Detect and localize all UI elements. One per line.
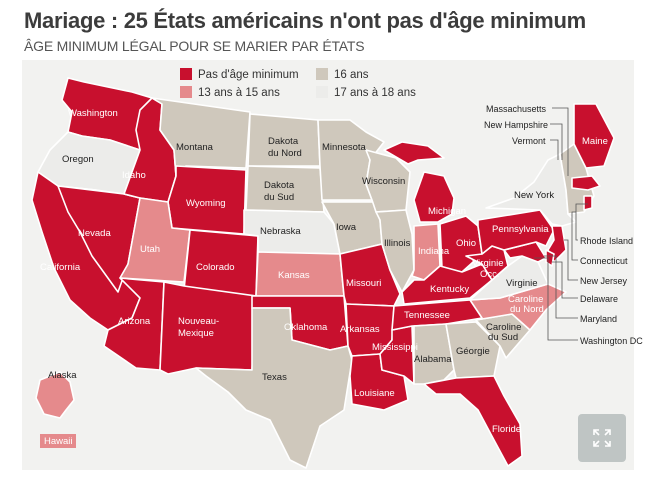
callout-line-connecticut <box>571 211 578 261</box>
legend-label-13-15: 13 ans à 15 ans <box>198 87 280 99</box>
expand-icon <box>593 429 611 447</box>
label-montana: Montana <box>176 142 214 153</box>
callout-rhode-island: Rhode Island <box>580 236 633 246</box>
state-mississippi <box>379 325 415 385</box>
label-washington: Washington <box>68 108 118 119</box>
label-nebraska: Nebraska <box>260 226 301 237</box>
label-illinois: Illinois <box>384 238 411 249</box>
label-dakota-sud-1: Dakota <box>264 180 295 191</box>
label-tennessee: Tennessee <box>404 310 450 321</box>
state-pennsylvania <box>477 209 555 255</box>
callout-line-new-jersey <box>564 239 578 281</box>
label-oregon: Oregon <box>62 154 94 165</box>
label-virginia: Virginie <box>506 278 538 289</box>
label-caroline-nord-2: du Nord <box>510 304 544 315</box>
callout-massachusetts: Massachusetts <box>486 104 547 114</box>
state-rhode-island <box>583 195 593 211</box>
legend-swatch-none <box>180 68 192 80</box>
callout-line-delaware <box>552 261 578 299</box>
callout-new-hampshire: New Hampshire <box>484 120 548 130</box>
state-michigan <box>413 171 455 223</box>
label-new-york: New York <box>514 190 554 201</box>
callout-washington-dc: Washington DC <box>580 336 643 346</box>
label-louisiane: Louisiane <box>354 388 395 399</box>
label-texas: Texas <box>262 372 287 383</box>
state-labels: Washington Oregon California Nevada Idah… <box>40 108 608 447</box>
state-michigan-up <box>383 141 445 165</box>
label-virginie-occ-2: Occ. <box>480 269 500 280</box>
label-georgie: Géorgie <box>456 346 490 357</box>
callout-delaware: Delaware <box>580 294 618 304</box>
label-wisconsin: Wisconsin <box>362 176 405 187</box>
callout-line-washington-dc <box>534 257 578 341</box>
legend-label-none: Pas d'âge minimum <box>198 69 299 81</box>
label-dakota-nord-1: Dakota <box>268 136 299 147</box>
label-michigan: Michigan <box>428 206 466 217</box>
label-arizona: Arizona <box>118 316 151 327</box>
label-minnesota: Minnesota <box>322 142 367 153</box>
label-dakota-nord-2: du Nord <box>268 148 302 159</box>
legend-label-17-18: 17 ans à 18 ans <box>334 87 416 99</box>
callout-line-rhode-island <box>575 203 588 241</box>
label-ohio: Ohio <box>456 238 476 249</box>
state-alaska <box>35 371 75 419</box>
label-alabama: Alabama <box>414 354 452 365</box>
label-iowa: Iowa <box>336 222 357 233</box>
legend-swatch-16 <box>316 68 328 80</box>
callout-maryland: Maryland <box>580 314 617 324</box>
callout-labels: Massachusetts New Hampshire Vermont Rhod… <box>484 104 643 346</box>
state-maine <box>573 103 615 169</box>
callout-line-massachusetts <box>552 107 569 176</box>
label-floride: Floride <box>492 424 521 435</box>
callouts <box>534 107 588 341</box>
label-wyoming: Wyoming <box>186 198 226 209</box>
state-texas <box>195 307 353 469</box>
label-caroline-sud-2: du Sud <box>488 332 518 343</box>
callout-connecticut: Connecticut <box>580 256 628 266</box>
page-subtitle: ÂGE MINIMUM LÉGAL POUR SE MARIER PAR ÉTA… <box>24 38 365 54</box>
label-oklahoma: Oklahoma <box>284 322 328 333</box>
page-title: Mariage : 25 États américains n'ont pas … <box>24 8 586 33</box>
callout-new-jersey: New Jersey <box>580 276 628 286</box>
label-pennsylvania: Pennsylvania <box>492 224 549 235</box>
label-indiana: Indiana <box>418 246 450 257</box>
legend-swatch-13-15 <box>180 86 192 98</box>
label-virginie-occ-1: Virginie <box>472 258 504 269</box>
state-kentucky <box>401 263 493 305</box>
label-california: California <box>40 262 81 273</box>
legend-label-16: 16 ans <box>334 69 369 81</box>
state-hawaii <box>40 434 76 448</box>
state-virginia <box>469 255 549 301</box>
expand-button[interactable] <box>578 414 626 462</box>
label-kentucky: Kentucky <box>430 284 469 295</box>
label-hawaii: Hawaii <box>44 436 73 447</box>
legend-swatch-17-18 <box>316 86 328 98</box>
label-alaska: Alaska <box>48 370 77 381</box>
label-colorado: Colorado <box>196 262 235 273</box>
label-nevada: Nevada <box>78 228 111 239</box>
label-dakota-sud-2: du Sud <box>264 192 294 203</box>
label-idaho: Idaho <box>122 170 146 181</box>
label-nouveau-mexique-1: Nouveau- <box>178 316 219 327</box>
callout-vermont: Vermont <box>512 136 546 146</box>
callout-line-new-hampshire <box>550 123 563 160</box>
state-florida <box>423 375 523 467</box>
label-missouri: Missouri <box>346 278 381 289</box>
label-arkansas: Arkansas <box>340 324 380 335</box>
callout-line-vermont <box>550 139 559 160</box>
label-maine: Maine <box>582 136 608 147</box>
label-mississippi: Mississippi <box>372 342 418 353</box>
callout-line-maryland <box>544 255 578 319</box>
label-caroline-nord-1: Caroline <box>508 294 543 305</box>
label-kansas: Kansas <box>278 270 310 281</box>
label-caroline-sud-1: Caroline <box>486 322 521 333</box>
label-utah: Utah <box>140 244 160 255</box>
label-nouveau-mexique-2: Mexique <box>178 328 214 339</box>
state-massachusetts <box>571 175 601 191</box>
legend: Pas d'âge minimum 16 ans 13 ans à 15 ans… <box>180 68 416 99</box>
